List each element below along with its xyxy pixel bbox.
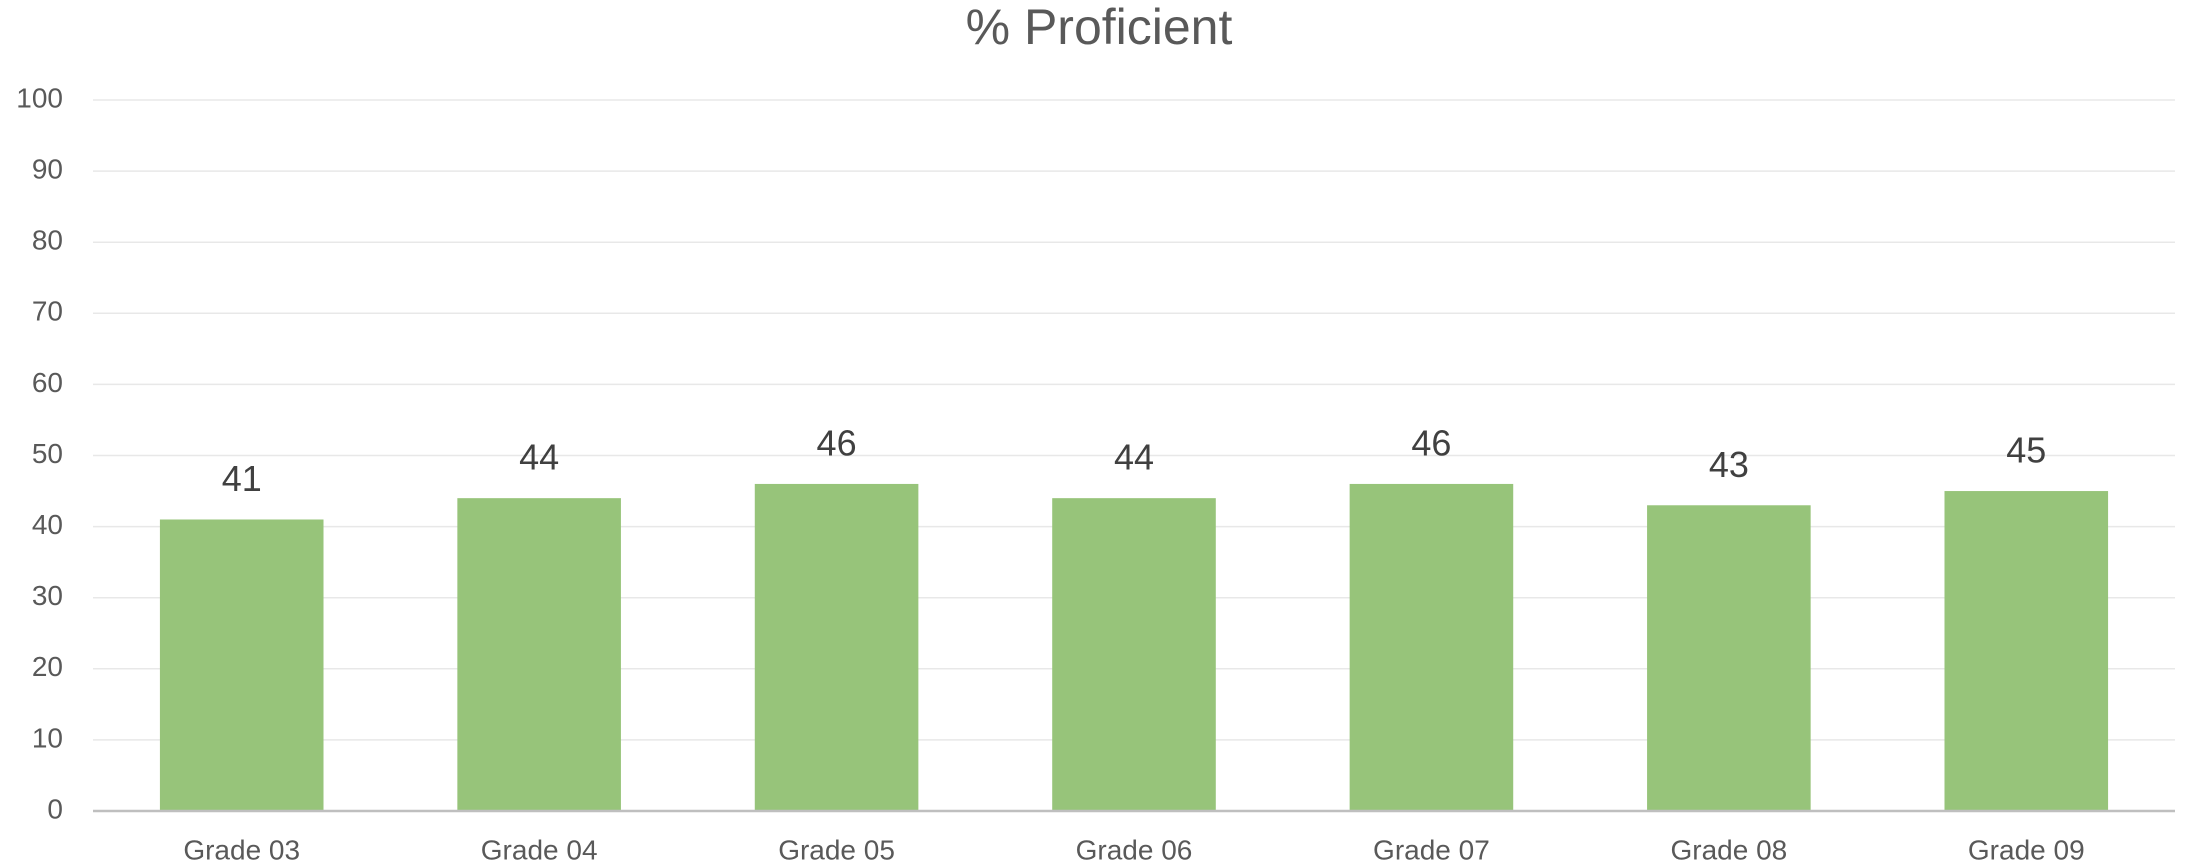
data-label: 45 (2006, 430, 2046, 471)
bar (1349, 483, 1514, 811)
y-tick-label: 50 (32, 438, 63, 469)
y-tick-label: 100 (16, 82, 63, 113)
y-tick-label: 60 (32, 367, 63, 398)
data-label: 41 (222, 458, 262, 499)
data-label: 43 (1709, 444, 1749, 485)
bar (754, 483, 919, 811)
data-label: 44 (519, 437, 559, 478)
data-label: 46 (817, 422, 857, 463)
data-label: 44 (1114, 437, 1154, 478)
y-tick-label: 20 (32, 651, 63, 682)
bar (1647, 505, 1811, 811)
x-tick-label: Grade 08 (1670, 834, 1787, 865)
y-tick-label: 30 (32, 580, 63, 611)
x-tick-label: Grade 05 (778, 834, 895, 865)
bar (1944, 491, 2109, 811)
y-tick-label: 40 (32, 509, 63, 540)
y-tick-label: 80 (32, 225, 63, 256)
chart-title: % Proficient (966, 0, 1233, 55)
y-tick-label: 10 (32, 722, 63, 753)
bar (159, 519, 324, 811)
bar (457, 498, 621, 811)
y-tick-label: 90 (32, 153, 63, 184)
x-tick-label: Grade 07 (1373, 834, 1490, 865)
y-tick-label: 70 (32, 296, 63, 327)
data-label: 46 (1411, 422, 1451, 463)
x-tick-label: Grade 06 (1076, 834, 1193, 865)
y-tick-label: 0 (47, 793, 63, 824)
x-tick-label: Grade 09 (1968, 834, 2085, 865)
x-tick-label: Grade 04 (481, 834, 598, 865)
bar (1052, 498, 1216, 811)
x-tick-label: Grade 03 (183, 834, 300, 865)
